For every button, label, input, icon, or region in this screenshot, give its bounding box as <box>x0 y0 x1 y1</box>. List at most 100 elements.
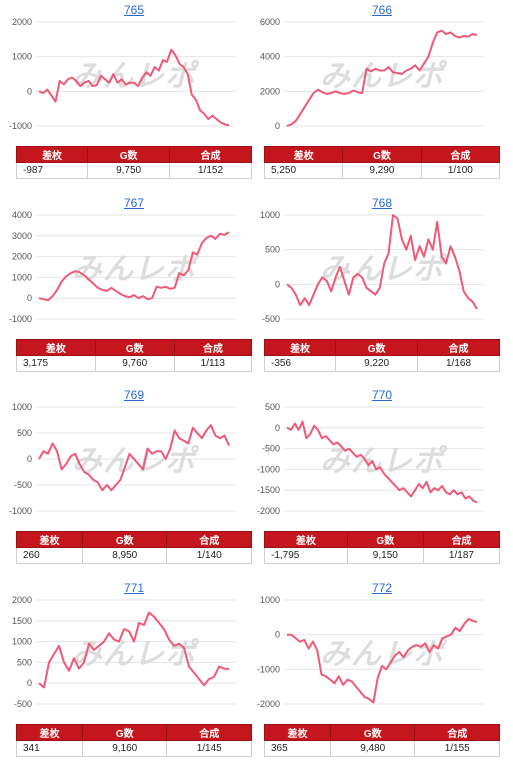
y-tick-label: 0 <box>27 293 32 303</box>
stats-value: 9,160 <box>81 740 168 757</box>
stats-table: 差枚 G数 合成 -356 9,220 1/168 <box>263 339 500 372</box>
y-tick-label: -500 <box>14 480 32 490</box>
chart-panel: 772 1000 0 -1000 -2000 みんレポ 差枚 G数 合成 365 9,480 1/15… <box>257 578 500 764</box>
series-line <box>38 611 230 689</box>
stats-value: 9,760 <box>94 355 175 372</box>
y-tick-label: 2000 <box>260 86 280 96</box>
chart-panel: 766 6000 4000 2000 0 みんレポ差枚 G数 合成 5,250 9,290 1/10… <box>260 0 501 186</box>
stats-table: 差枚 G数 合成 260 8,950 1/140 <box>16 531 252 564</box>
chart-title-link[interactable]: 766 <box>371 3 393 17</box>
series-line <box>286 214 478 310</box>
stats-header: 合成 <box>414 724 500 741</box>
y-tick-label: 0 <box>275 423 280 433</box>
series-line <box>286 29 478 127</box>
stats-table: 差枚 G数 合成 3,175 9,760 1/113 <box>16 339 253 372</box>
chart-title-link[interactable]: 772 <box>371 581 393 595</box>
y-tick-label: 500 <box>265 402 280 412</box>
stats-value: -356 <box>263 355 337 372</box>
stats-header: G数 <box>342 146 422 163</box>
y-tick-label: 0 <box>275 279 280 289</box>
y-tick-label: 2000 <box>12 17 32 27</box>
y-tick-label: 0 <box>275 121 280 131</box>
line-chart: 6000 4000 2000 0 みんレポ <box>260 17 484 131</box>
y-tick-label: -2000 <box>257 506 280 516</box>
stats-table: 差枚 G数 合成 -987 9,750 1/152 <box>15 146 252 179</box>
stats-value: 9,220 <box>335 355 419 372</box>
stats-value: 1/140 <box>166 547 252 564</box>
stats-header: 差枚 <box>15 146 89 163</box>
chart-panel: 767 4000 3000 2000 1000 0 -1000 みんレポ 差枚 G数 合成 3,175… <box>9 193 253 379</box>
y-tick-label: 2000 <box>12 595 32 605</box>
stats-header: G数 <box>329 724 416 741</box>
y-tick-label: 1000 <box>12 272 32 282</box>
stats-header: G数 <box>81 724 168 741</box>
stats-value: 1/155 <box>414 740 500 757</box>
y-tick-label: -1000 <box>9 506 32 516</box>
chart-panel: 770 500 0 -500 -1000 -1500 -2000 みんレポ 差枚 G数 合成 -1,7… <box>257 385 501 571</box>
y-tick-label: -500 <box>262 444 280 454</box>
stats-value: 8,950 <box>81 547 168 564</box>
stats-header: G数 <box>335 339 419 356</box>
watermark-logo: みんレポ <box>72 252 200 287</box>
stats-value: -987 <box>15 162 89 179</box>
chart-panel: 771 2000 1500 1000 500 0 -500 みんレポ 差枚 G数 合成 341 9,16… <box>12 578 252 764</box>
stats-value: 1/152 <box>169 162 252 179</box>
y-tick-label: 3000 <box>12 231 32 241</box>
series-line <box>38 424 230 492</box>
stats-value: 341 <box>16 740 83 757</box>
stats-value: 1/187 <box>422 547 501 564</box>
y-tick-label: 1000 <box>12 402 32 412</box>
series-line <box>38 231 230 302</box>
stats-table: 差枚 G数 合成 5,250 9,290 1/100 <box>263 146 501 179</box>
chart-title-link[interactable]: 768 <box>371 196 393 210</box>
stats-table: 差枚 G数 合成 365 9,480 1/155 <box>264 724 500 757</box>
y-tick-label: 4000 <box>12 210 32 220</box>
chart-title-link[interactable]: 765 <box>123 3 145 17</box>
stats-value: -1,795 <box>264 547 348 564</box>
y-tick-label: 500 <box>17 428 32 438</box>
chart-title-link[interactable]: 767 <box>123 196 145 210</box>
chart-title-link[interactable]: 769 <box>123 388 145 402</box>
y-tick-label: 500 <box>17 657 32 667</box>
stats-value: 9,750 <box>87 162 171 179</box>
watermark-logo: みんレポ <box>72 59 200 94</box>
chart-title-link[interactable]: 771 <box>123 581 145 595</box>
stats-value: 9,290 <box>342 162 422 179</box>
y-tick-label: 1000 <box>12 52 32 62</box>
y-tick-label: 2000 <box>12 252 32 262</box>
stats-header: 差枚 <box>16 531 83 548</box>
stats-header: 合成 <box>417 339 500 356</box>
y-tick-label: 4000 <box>260 52 280 62</box>
stats-value: 1/168 <box>417 355 500 372</box>
watermark-logo: みんレポ <box>72 637 200 672</box>
stats-header: 差枚 <box>16 339 96 356</box>
chart-panel: 765 2000 1000 0 -1000 みんレポ 差枚 G数 合成 -987 9,750 1/15… <box>9 0 252 186</box>
stats-header: 合成 <box>422 531 501 548</box>
stats-header: 合成 <box>169 146 252 163</box>
series-line <box>286 420 478 504</box>
stats-header: G数 <box>87 146 171 163</box>
stats-header: 差枚 <box>264 531 348 548</box>
y-tick-label: -1000 <box>257 664 280 674</box>
stats-value: 1/145 <box>166 740 252 757</box>
y-tick-label: -1000 <box>257 464 280 474</box>
stats-header: 合成 <box>166 531 252 548</box>
series-line <box>38 48 230 127</box>
stats-value: 9,150 <box>346 547 424 564</box>
stats-header: G数 <box>346 531 424 548</box>
watermark-logo: みんレポ <box>320 59 448 94</box>
stats-header: 差枚 <box>264 724 331 741</box>
stats-value: 9,480 <box>329 740 416 757</box>
y-tick-label: 1000 <box>260 210 280 220</box>
y-tick-label: 0 <box>27 678 32 688</box>
series-line <box>287 618 478 704</box>
stats-value: 1/113 <box>173 355 253 372</box>
chart-title-link[interactable]: 770 <box>371 388 393 402</box>
line-chart: 4000 3000 2000 1000 0 -1000 みんレポ <box>9 210 236 324</box>
stats-header: 差枚 <box>263 146 344 163</box>
y-tick-label: 0 <box>275 630 280 640</box>
y-tick-label: 6000 <box>260 17 280 27</box>
